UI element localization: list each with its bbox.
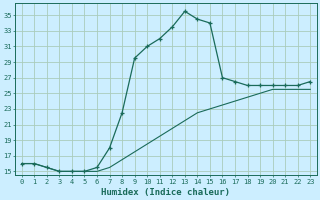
X-axis label: Humidex (Indice chaleur): Humidex (Indice chaleur) xyxy=(101,188,230,197)
